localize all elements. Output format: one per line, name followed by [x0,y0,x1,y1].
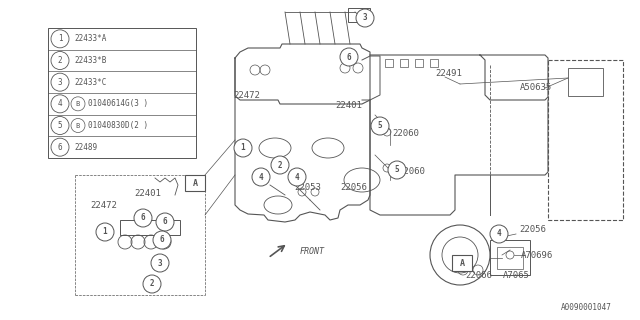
Text: A70696: A70696 [521,251,553,260]
Text: 2: 2 [150,279,154,289]
Text: 22060: 22060 [398,167,425,177]
Bar [548,60,623,220]
Text: 1: 1 [241,143,245,153]
Circle shape [340,48,358,66]
Circle shape [134,209,152,227]
Text: A7065: A7065 [503,270,530,279]
Text: 22060: 22060 [392,129,419,138]
Text: 22066: 22066 [465,270,492,279]
Bar [568,68,603,96]
Bar [430,59,438,67]
Bar [185,175,205,191]
Text: A: A [193,179,198,188]
Circle shape [153,231,171,249]
Circle shape [96,223,114,241]
Bar [400,59,408,67]
Text: 6: 6 [160,236,164,244]
Text: 5: 5 [58,121,62,130]
Text: 4: 4 [58,99,62,108]
Circle shape [388,161,406,179]
Text: 22056: 22056 [340,183,367,193]
Text: 22053: 22053 [294,183,321,193]
Bar [497,247,523,269]
Text: 01040614G(3 ): 01040614G(3 ) [88,99,148,108]
Text: 3: 3 [157,259,163,268]
Text: A0090001047: A0090001047 [561,303,612,313]
Circle shape [490,225,508,243]
Circle shape [371,117,389,135]
Text: 22433*A: 22433*A [74,34,106,43]
Circle shape [271,156,289,174]
Text: 22491: 22491 [435,68,462,77]
Text: 22401: 22401 [134,188,161,197]
Text: 6: 6 [58,143,62,152]
Bar [120,220,180,235]
Text: 1: 1 [58,34,62,43]
Circle shape [151,254,169,272]
Text: 22401: 22401 [335,100,362,109]
Text: 4: 4 [497,229,501,238]
Bar [452,255,472,271]
Bar [385,59,393,67]
Circle shape [234,139,252,157]
Text: 6: 6 [141,213,145,222]
Text: 01040830D(2 ): 01040830D(2 ) [88,121,148,130]
Text: 2: 2 [278,161,282,170]
Text: 6: 6 [163,218,167,227]
Text: FRONT: FRONT [300,247,325,257]
Bar [348,8,370,22]
Text: A: A [460,259,465,268]
Circle shape [288,168,306,186]
Text: 5: 5 [395,165,399,174]
Bar [415,59,423,67]
Text: 3: 3 [363,13,367,22]
Text: 22433*B: 22433*B [74,56,106,65]
Text: B: B [76,123,80,129]
Text: 22056: 22056 [519,226,546,235]
Text: 1: 1 [102,228,108,236]
Circle shape [156,213,174,231]
Text: B: B [76,101,80,107]
Text: 22472: 22472 [233,91,260,100]
Text: 22472: 22472 [90,201,117,210]
Bar [490,240,530,275]
Text: 4: 4 [259,172,263,181]
Circle shape [252,168,270,186]
Text: 3: 3 [58,78,62,87]
Text: 5: 5 [378,122,382,131]
Circle shape [356,9,374,27]
Text: 6: 6 [347,52,351,61]
Text: 22433*C: 22433*C [74,78,106,87]
Bar [48,28,196,158]
Text: 2: 2 [58,56,62,65]
Text: 4: 4 [294,172,300,181]
Text: A50635: A50635 [520,83,552,92]
Circle shape [143,275,161,293]
Text: 22489: 22489 [74,143,97,152]
